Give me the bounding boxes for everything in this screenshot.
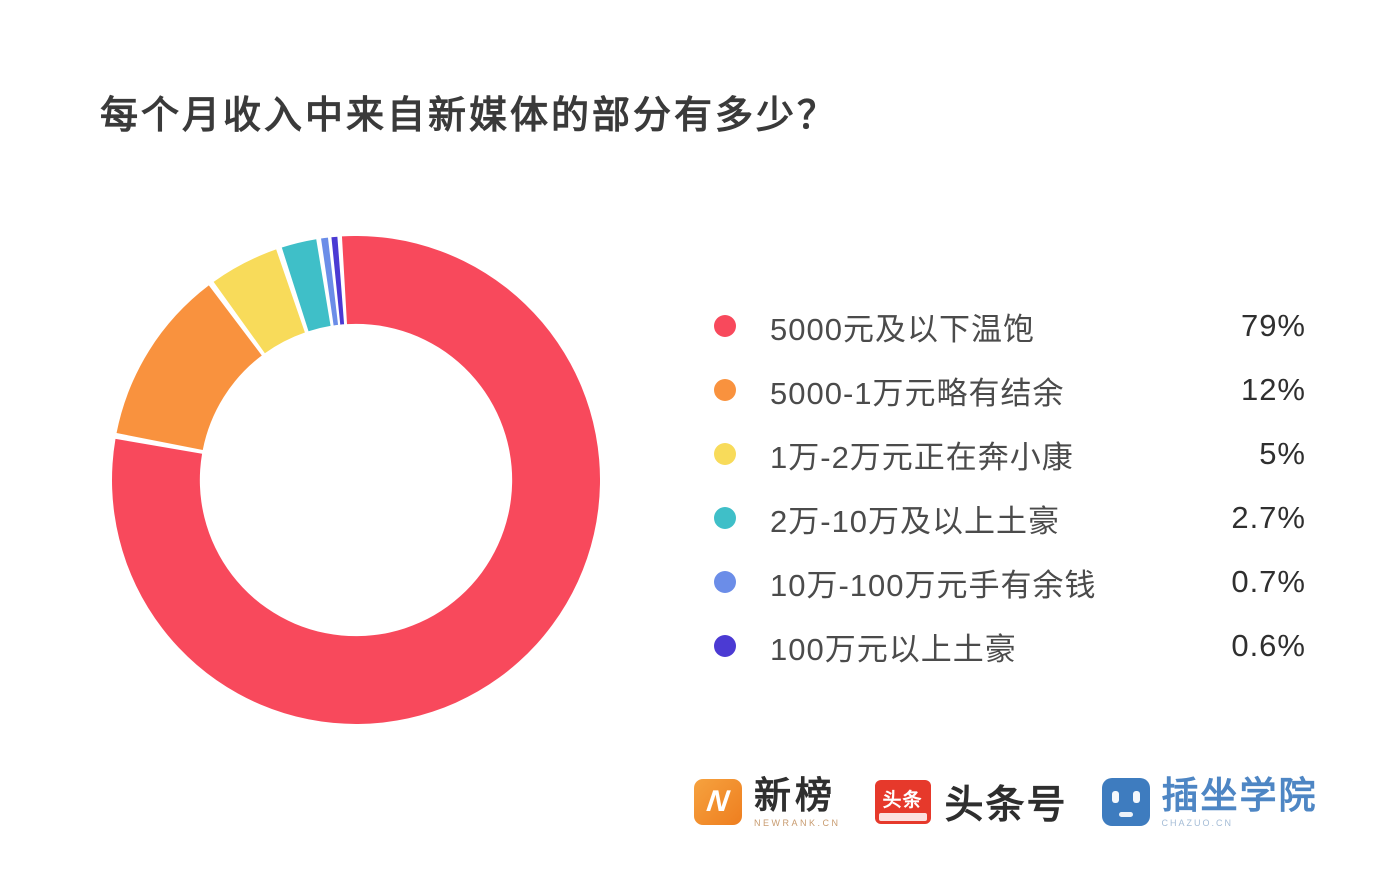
legend-value: 0.7% (1231, 564, 1306, 599)
legend-color-dot (714, 507, 736, 529)
legend-item: 2万-10万及以上土豪 2.7% (706, 486, 1306, 550)
legend-color-dot (714, 443, 736, 465)
toutiao-name: 头条号 (944, 784, 1068, 827)
legend-label: 1万-2万元正在奔小康 (770, 439, 1074, 475)
legend-label: 10万-100万元手有余钱 (770, 567, 1097, 603)
chazuo-eye-icon (1132, 791, 1140, 803)
toutiao-logo: 头条 头条号 (874, 774, 1068, 830)
legend-item: 100万元以上土豪 0.6% (706, 614, 1306, 678)
legend-color-dot (714, 315, 736, 337)
toutiao-badge-band (878, 813, 927, 821)
legend-color-dot (714, 379, 736, 401)
legend: 5000元及以下温饱 79% 5000-1万元略有结余 12% 1万-2万元正在… (706, 294, 1306, 678)
newrank-logo: N 新榜 NEWRANK.CN (694, 777, 841, 828)
legend-label: 100万元以上土豪 (770, 631, 1017, 667)
toutiao-logo-icon: 头条 (874, 780, 931, 824)
chazuo-caption: CHAZUO.CN (1161, 817, 1234, 828)
footer-logos: N 新榜 NEWRANK.CN 头条 头条号 插坐学院 CHAZUO.CN (694, 774, 1318, 830)
donut-segment (281, 239, 331, 332)
legend-color-dot (714, 635, 736, 657)
donut-segment (112, 236, 600, 724)
newrank-n-glyph: N (704, 785, 732, 818)
legend-label: 5000元及以下温饱 (770, 311, 1035, 347)
donut-segment (321, 237, 339, 326)
chazuo-name: 插坐学院 (1161, 774, 1318, 816)
legend-value: 0.6% (1231, 628, 1306, 663)
page-title: 每个月收入中来自新媒体的部分有多少？ (100, 95, 839, 137)
toutiao-badge-text: 头条 (882, 790, 923, 811)
legend-label: 5000-1万元略有结余 (770, 375, 1065, 411)
legend-item: 5000元及以下温饱 79% (706, 294, 1306, 358)
donut-segment (116, 285, 262, 450)
chazuo-logo-icon (1101, 778, 1150, 826)
legend-value: 5% (1259, 436, 1306, 471)
chazuo-mouth-icon (1118, 812, 1133, 817)
legend-item: 10万-100万元手有余钱 0.7% (706, 550, 1306, 614)
donut-segment (213, 249, 305, 354)
legend-value: 12% (1240, 372, 1306, 407)
donut-chart (112, 236, 600, 724)
newrank-name: 新榜 (754, 774, 836, 816)
legend-value: 2.7% (1231, 500, 1306, 535)
legend-value: 79% (1240, 308, 1306, 343)
legend-item: 5000-1万元略有结余 12% (706, 358, 1306, 422)
newrank-caption: NEWRANK.CN (754, 817, 841, 828)
legend-label: 2万-10万及以上土豪 (770, 503, 1061, 539)
donut-segment (331, 236, 345, 325)
chazuo-logo: 插坐学院 CHAZUO.CN (1101, 774, 1318, 828)
newrank-logo-icon: N (694, 779, 742, 825)
chazuo-eye-icon (1111, 791, 1119, 803)
legend-color-dot (714, 571, 736, 593)
legend-item: 1万-2万元正在奔小康 5% (706, 422, 1306, 486)
